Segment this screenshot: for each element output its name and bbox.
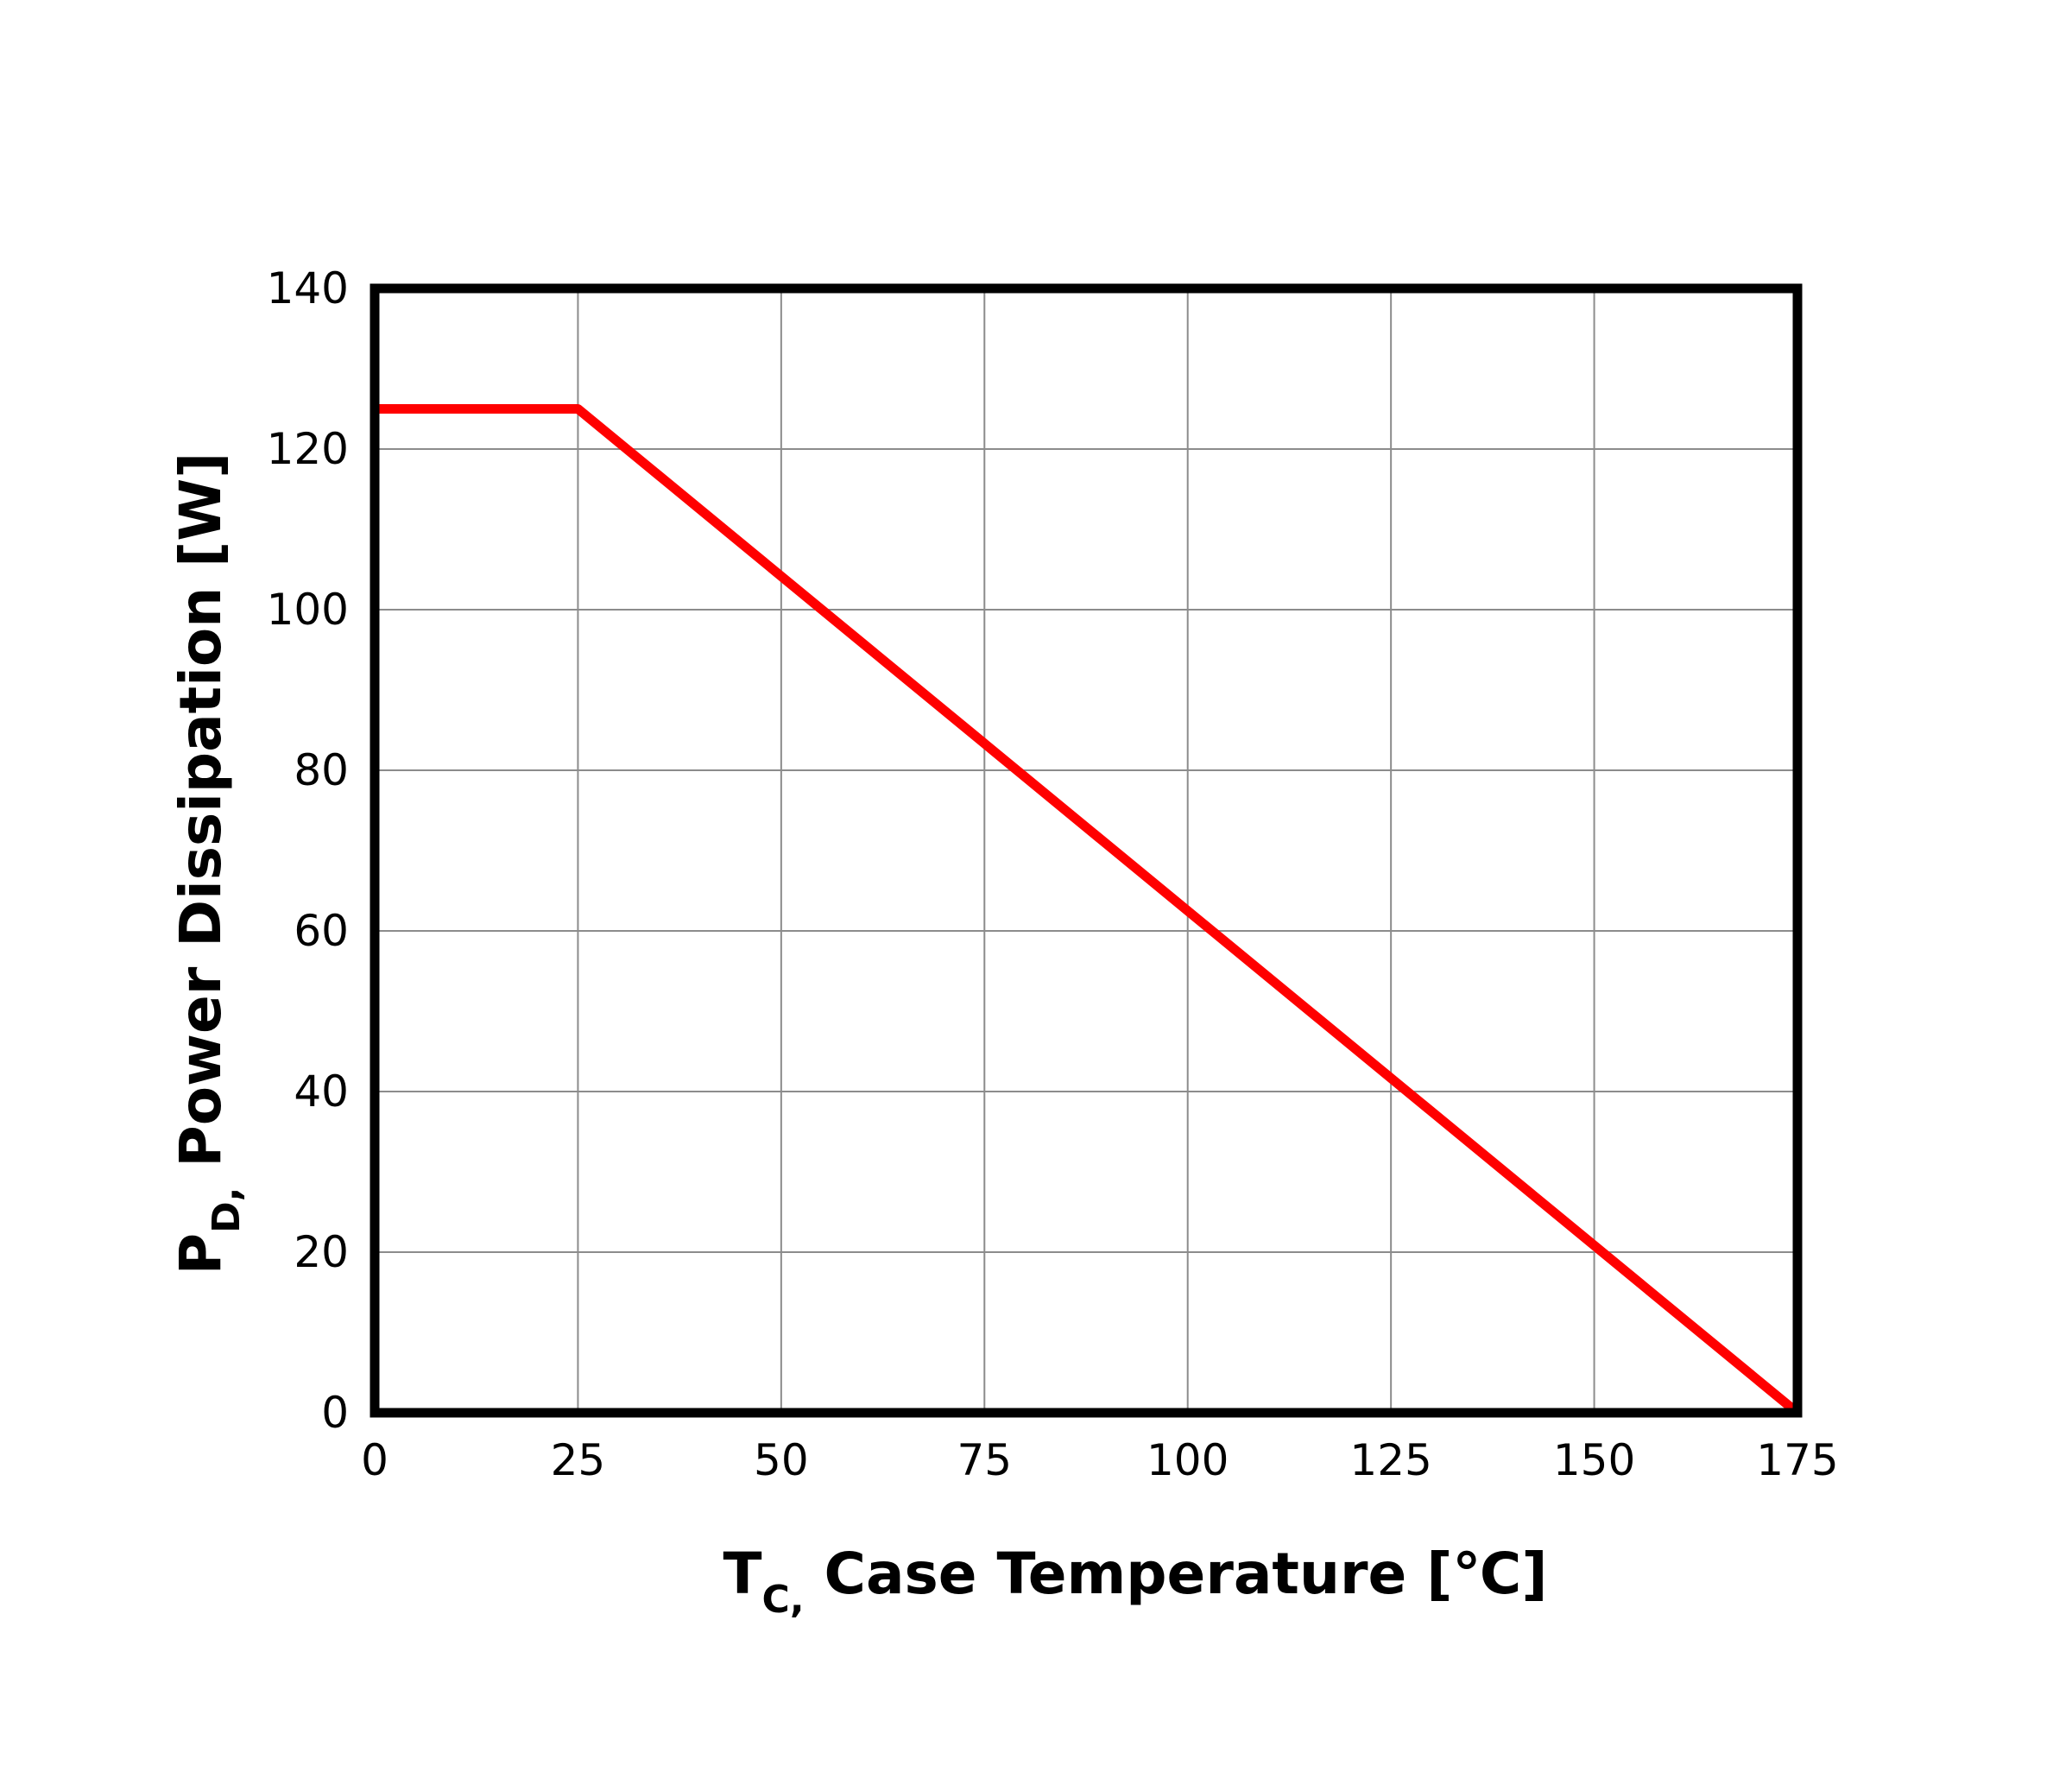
x-axis-title-sub: C, [762,1578,805,1622]
x-tick-label: 175 [1756,1435,1838,1485]
x-tick-label: 125 [1349,1435,1431,1485]
x-axis-title-main: T [723,1541,762,1607]
y-tick-label: 60 [294,906,349,956]
x-tick-label: 50 [754,1435,809,1485]
y-tick-label: 120 [267,424,349,474]
x-tick-label: 100 [1147,1435,1229,1485]
y-tick-label: 140 [267,263,349,313]
x-axis-title: TC, Case Temperature [℃] [723,1541,1548,1622]
y-axis-title-sub: D, [205,1187,249,1233]
y-axis-title: PD, Power Dissipation [W] [167,452,249,1275]
x-tick-label: 0 [361,1435,388,1485]
grid-lines [374,288,1798,1414]
x-tick-label: 25 [551,1435,606,1485]
y-tick-label: 0 [321,1388,349,1438]
y-tick-labels: 0 20 40 60 80 100 120 140 [267,263,349,1438]
x-tick-label: 150 [1553,1435,1635,1485]
series-layer [370,404,1803,1418]
x-tick-labels: 0 25 50 75 100 125 150 175 [361,1435,1839,1485]
x-axis-title-rest: Case Temperature [℃] [805,1541,1548,1607]
plot-frame [370,283,1803,1418]
y-tick-label: 100 [267,585,349,635]
y-axis-title-rest: Power Dissipation [W] [167,452,234,1187]
y-axis-title-main: P [167,1233,234,1275]
y-tick-label: 80 [294,745,349,795]
series-line [370,404,1803,1418]
y-tick-label: 40 [294,1066,349,1117]
y-tick-label: 20 [294,1227,349,1277]
x-tick-label: 75 [957,1435,1012,1485]
